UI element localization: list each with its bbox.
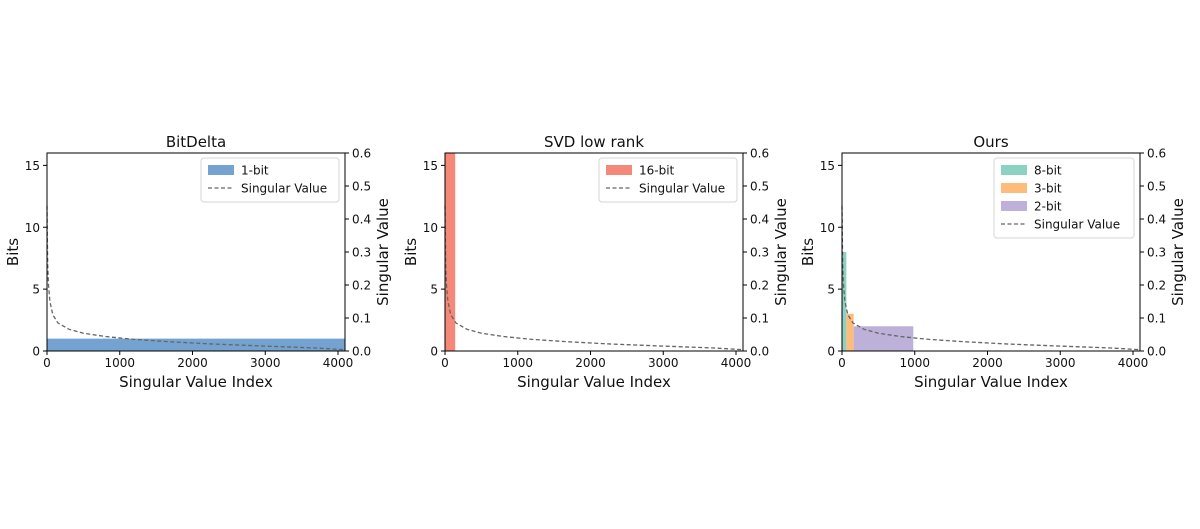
legend-box [598, 157, 738, 203]
x-tick-label: 1000 [899, 356, 930, 370]
y2-tick-label: 0.6 [750, 147, 769, 161]
chart-title: BitDelta [166, 133, 226, 151]
bit-bar [842, 252, 847, 351]
x-tick-label: 0 [441, 356, 449, 370]
bit-bar [853, 326, 914, 351]
y2-tick-label: 0.4 [1147, 213, 1166, 227]
y2-tick-label: 0.3 [1147, 246, 1166, 260]
y2-tick-label: 0.0 [352, 345, 371, 359]
legend-box [200, 157, 340, 203]
legend: 1-bit Singular Value [200, 157, 340, 203]
legend-swatch [1001, 183, 1027, 193]
x-tick-label: 3000 [250, 356, 281, 370]
legend-label: 1-bit [241, 164, 269, 178]
y2-axis-label: Singular Value [374, 198, 392, 306]
legend-label: Singular Value [639, 182, 725, 196]
y2-tick-label: 0.2 [1147, 279, 1166, 293]
y-tick-label: 10 [423, 221, 438, 235]
y2-tick-label: 0.2 [750, 279, 769, 293]
y-tick-label: 5 [827, 283, 835, 297]
y-tick-label: 0 [32, 345, 40, 359]
bit-bar [47, 338, 345, 351]
singular-value-line [841, 205, 1141, 351]
x-axis-label: Singular Value Index [119, 373, 273, 391]
legend-swatch [1001, 165, 1027, 175]
legend-label: Singular Value [1034, 218, 1120, 232]
x-tick-label: 4000 [1118, 356, 1149, 370]
y2-tick-label: 0.0 [1147, 345, 1166, 359]
y-tick-label: 5 [32, 283, 40, 297]
y2-tick-label: 0.5 [1147, 180, 1166, 194]
x-axis-label: Singular Value Index [914, 373, 1068, 391]
y2-tick-label: 0.3 [352, 246, 371, 260]
chart-title: SVD low rank [544, 133, 644, 151]
x-tick-label: 2000 [972, 356, 1003, 370]
x-tick-label: 1000 [502, 356, 533, 370]
y-axis-label: Bits [402, 238, 420, 266]
y-tick-label: 10 [820, 221, 835, 235]
y-tick-label: 5 [430, 283, 438, 297]
x-tick-label: 0 [838, 356, 846, 370]
y2-tick-label: 0.0 [750, 345, 769, 359]
legend: 8-bit 3-bit 2-bit Singular Value [993, 157, 1135, 239]
legend-label: 16-bit [639, 164, 675, 178]
y2-tick-label: 0.1 [1147, 312, 1166, 326]
x-tick-label: 4000 [323, 356, 354, 370]
chart-panel-2: 0 1000 2000 3000 4000 0 5 10 15 0.0 0.1 0.2 0.3 0.4 0.… [402, 133, 790, 391]
legend-label: 3-bit [1034, 182, 1062, 196]
x-axis-label: Singular Value Index [517, 373, 671, 391]
y-tick-label: 0 [827, 345, 835, 359]
y-tick-label: 15 [25, 159, 40, 173]
singular-value-line [46, 205, 346, 351]
x-tick-label: 0 [43, 356, 51, 370]
y-axis-label: Bits [4, 238, 22, 266]
y2-tick-label: 0.2 [352, 279, 371, 293]
x-tick-label: 4000 [721, 356, 752, 370]
y2-tick-label: 0.4 [352, 213, 371, 227]
legend-swatch [606, 165, 632, 175]
x-tick-label: 2000 [177, 356, 208, 370]
x-tick-label: 3000 [648, 356, 679, 370]
y-tick-label: 15 [423, 159, 438, 173]
legend-swatch [208, 165, 234, 175]
y2-tick-label: 0.3 [750, 246, 769, 260]
y2-tick-label: 0.4 [750, 213, 769, 227]
chart-panel-3: 0 1000 2000 3000 4000 0 5 10 15 0.0 0.1 0.2 0.3 0.4 0.… [799, 133, 1187, 391]
legend-label: Singular Value [241, 182, 327, 196]
y-tick-label: 0 [430, 345, 438, 359]
legend-label: 2-bit [1034, 200, 1062, 214]
x-tick-label: 1000 [104, 356, 135, 370]
y-tick-label: 15 [820, 159, 835, 173]
legend-box [993, 157, 1135, 239]
y2-axis-label: Singular Value [1169, 198, 1187, 306]
bit-bar [445, 153, 456, 351]
y2-tick-label: 0.1 [352, 312, 371, 326]
x-tick-label: 2000 [575, 356, 606, 370]
legend-label: 8-bit [1034, 164, 1062, 178]
singular-value-line [444, 205, 744, 351]
y-tick-label: 10 [25, 221, 40, 235]
chart-panel-1: 0 1000 2000 3000 4000 0 5 10 15 0.0 0.1 0.2 0.3 0.4 0.… [4, 133, 392, 391]
y2-axis-label: Singular Value [772, 198, 790, 306]
legend: 16-bit Singular Value [598, 157, 738, 203]
chart-title: Ours [973, 133, 1008, 151]
y2-tick-label: 0.1 [750, 312, 769, 326]
x-tick-label: 3000 [1045, 356, 1076, 370]
y-axis-label: Bits [799, 238, 817, 266]
y2-tick-label: 0.6 [352, 147, 371, 161]
y2-tick-label: 0.6 [1147, 147, 1166, 161]
y2-tick-label: 0.5 [352, 180, 371, 194]
legend-swatch [1001, 201, 1027, 211]
y2-tick-label: 0.5 [750, 180, 769, 194]
bit-bar [846, 313, 854, 351]
